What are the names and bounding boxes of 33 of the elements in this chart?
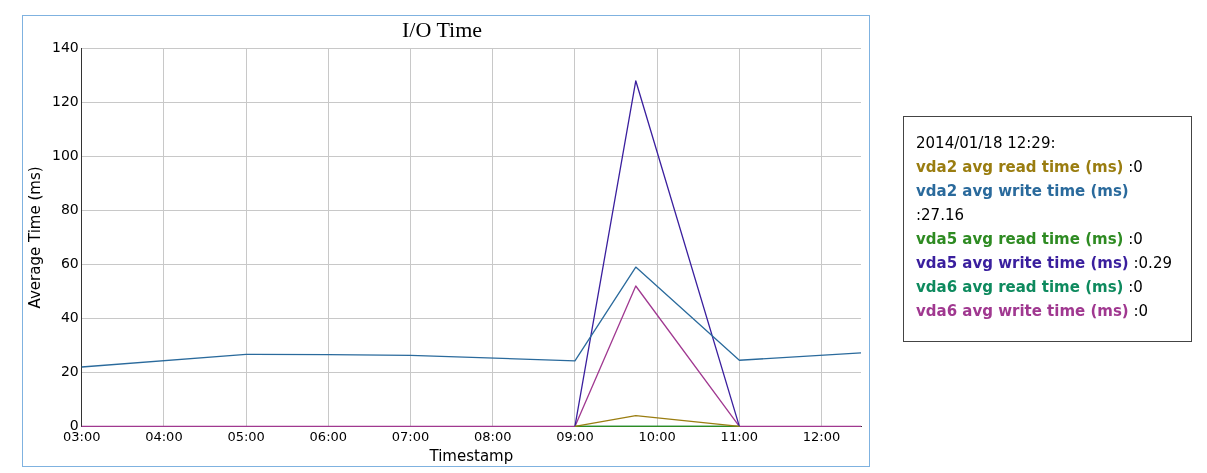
text: vda5 avg read time (ms) — [916, 230, 1124, 248]
y-axis-title: Average Time (ms) — [25, 166, 44, 309]
text: :0.29 — [1133, 254, 1172, 272]
y-tick-label: 140 — [51, 39, 79, 56]
text: :0 — [1128, 278, 1143, 296]
x-tick-label: 12:00 — [802, 428, 841, 444]
y-tick-label: 40 — [60, 309, 79, 326]
text: vda2 avg read time (ms) — [916, 158, 1124, 176]
x-tick-label: 05:00 — [227, 428, 265, 444]
x-tick-label: 04:00 — [145, 428, 183, 444]
x-tick-label: 10:00 — [638, 428, 676, 444]
x-tick-label: 11:00 — [720, 428, 759, 444]
x-tick-label: 09:00 — [556, 428, 594, 444]
y-tick-label: 100 — [51, 147, 79, 164]
y-tick-label: 120 — [51, 93, 79, 110]
x-tick-label: 03:00 — [62, 428, 101, 444]
text: vda5 avg write time (ms) — [916, 254, 1129, 272]
text: vda2 avg write time (ms) — [916, 182, 1129, 200]
text: vda6 avg read time (ms) — [916, 278, 1124, 296]
y-tick-label: 20 — [60, 363, 79, 380]
x-axis-title: Timestamp — [428, 446, 514, 465]
chart-title: I/O Time — [401, 16, 483, 42]
y-tick-label: 60 — [60, 255, 79, 272]
y-tick-label: 80 — [60, 201, 79, 218]
legend-title: 2014/01/18 12:29: — [916, 133, 1057, 154]
text: :27.16 — [916, 206, 964, 224]
x-tick-label: 07:00 — [391, 428, 430, 444]
text: vda6 avg write time (ms) — [916, 302, 1129, 320]
text: :0 — [1128, 230, 1143, 248]
text: :0 — [1133, 302, 1149, 320]
x-tick-label: 08:00 — [474, 428, 512, 444]
text: :0 — [1128, 158, 1143, 176]
x-tick-label: 06:00 — [309, 428, 348, 444]
